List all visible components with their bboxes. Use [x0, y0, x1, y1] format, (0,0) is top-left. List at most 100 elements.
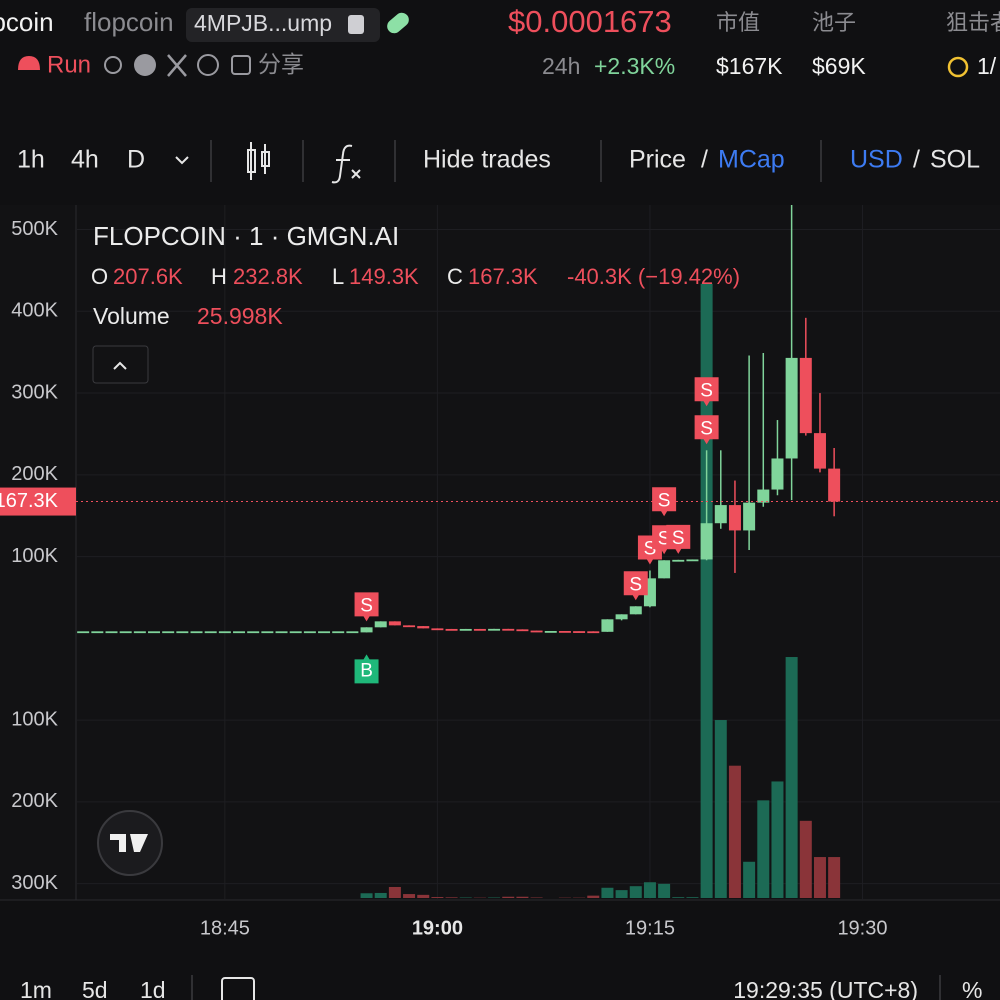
range[interactable]: 5d: [82, 977, 108, 1000]
candle-body: [91, 631, 104, 634]
candle-body: [346, 631, 359, 634]
y-tick-label: 200K: [11, 790, 58, 812]
candle-body: [445, 628, 458, 631]
range[interactable]: 1m: [20, 977, 52, 1000]
candle-body: [176, 631, 189, 634]
run-link[interactable]: Run: [47, 51, 91, 78]
run-icon: [18, 56, 40, 70]
candle-body: [459, 628, 472, 631]
candle-body: [686, 559, 699, 562]
mcap-label: 市值: [716, 10, 760, 35]
volume-bar: [686, 897, 699, 898]
copy-icon[interactable]: [348, 15, 364, 34]
chain-icon[interactable]: [134, 54, 156, 76]
indicators-icon[interactable]: [331, 144, 361, 184]
candle-body: [530, 630, 543, 633]
volume-bar: [388, 886, 401, 898]
marker-label: S: [360, 595, 373, 616]
ohlc-value: 207.6K: [113, 264, 183, 289]
volume-bar: [714, 720, 727, 898]
volume-bar: [360, 893, 373, 898]
trade-marker: S: [623, 571, 648, 601]
interval-dropdown[interactable]: [175, 156, 189, 165]
sol-toggle[interactable]: SOL: [930, 146, 980, 174]
y-tick-label: 200K: [11, 463, 58, 485]
interval[interactable]: 1h: [17, 146, 45, 174]
candle-body: [672, 559, 685, 562]
share-icon[interactable]: [231, 55, 251, 75]
volume-bar: [799, 820, 812, 898]
range[interactable]: 1d: [140, 977, 166, 1000]
candle-body: [558, 630, 571, 633]
price-toggle[interactable]: Price: [629, 146, 686, 174]
mcap-toggle[interactable]: MCap: [718, 146, 785, 174]
candle-body: [119, 631, 132, 634]
chart-type-icon[interactable]: [247, 142, 270, 180]
x-icon[interactable]: [167, 54, 187, 77]
candle-body: [601, 619, 614, 632]
y-tick-label: 500K: [11, 218, 58, 240]
volume-bar: [700, 283, 713, 898]
mcap: $167K: [716, 53, 783, 79]
candle-body: [700, 523, 713, 560]
ohlc-key: H: [211, 264, 227, 289]
volume-label: Volume: [93, 303, 170, 329]
interval[interactable]: 4h: [71, 146, 99, 174]
percent-toggle[interactable]: %: [962, 977, 982, 1000]
candle-body: [133, 631, 146, 634]
volume-bar: [658, 883, 671, 898]
volume-bar: [672, 897, 685, 898]
share-link[interactable]: 分享: [258, 51, 304, 77]
sniper: 1/: [977, 53, 997, 79]
tradingview-logo[interactable]: [97, 810, 163, 876]
marker-badge: [354, 592, 379, 622]
trade-marker: S: [354, 592, 379, 622]
candle-body: [743, 502, 756, 531]
candle-body: [658, 560, 671, 579]
volume-bar: [629, 886, 642, 898]
pill-icon: [387, 12, 409, 34]
search-icon[interactable]: [104, 56, 122, 74]
chart-pane: [0, 205, 1000, 900]
marker-label: S: [658, 490, 671, 511]
logo-mark: [110, 834, 148, 852]
candle-body: [318, 631, 331, 634]
candle-body: [303, 631, 316, 634]
grid: [76, 205, 1000, 900]
candle-body: [218, 631, 231, 634]
candle-body: [247, 631, 260, 634]
address-chip[interactable]: [186, 8, 380, 42]
marker-label: S: [629, 574, 642, 595]
sniper-icon: [947, 56, 969, 78]
candle-body: [544, 630, 557, 633]
candle-body: [289, 631, 302, 634]
web-icon[interactable]: [197, 54, 219, 76]
candle-body: [615, 614, 628, 620]
trade-marker: S: [694, 415, 719, 445]
candle-body: [813, 433, 826, 469]
candle-body: [488, 628, 501, 631]
candle-body: [233, 631, 246, 634]
usd-toggle[interactable]: USD: [850, 146, 903, 174]
x-tick-label: 19:00: [412, 917, 463, 939]
candle-body: [785, 357, 798, 459]
volume-bar: [516, 896, 529, 898]
last-price-badge: [0, 487, 76, 516]
marker-badge: [354, 654, 379, 684]
candle-body: [374, 621, 387, 628]
last-price-label: 167.3K: [0, 490, 59, 512]
toggle-separator: /: [913, 146, 920, 174]
volume-bar: [587, 895, 600, 898]
volume-bar: [431, 897, 444, 898]
marker-label: B: [360, 660, 373, 681]
interval[interactable]: D: [127, 146, 145, 174]
hide-trades[interactable]: Hide trades: [423, 146, 551, 174]
calendar-icon[interactable]: [221, 977, 255, 1000]
candle-body: [728, 505, 741, 531]
volume-bar: [615, 890, 628, 898]
marker-badge: [623, 571, 648, 601]
candle-body: [204, 631, 217, 634]
period: 24h: [542, 53, 580, 79]
candle-body: [417, 626, 430, 629]
